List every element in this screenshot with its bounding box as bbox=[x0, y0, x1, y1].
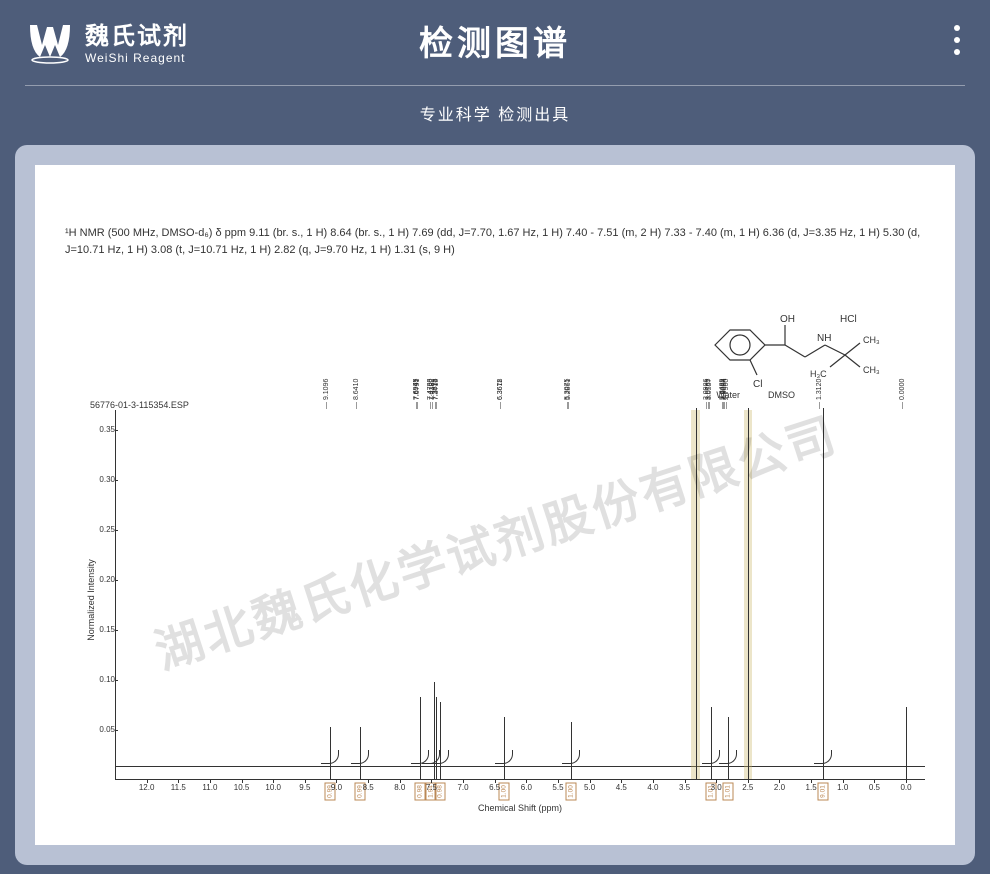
x-tick: 3.0 bbox=[711, 783, 722, 792]
peak-label: — 5.2861 bbox=[565, 379, 572, 409]
y-tick: 0.15 bbox=[85, 625, 115, 634]
x-axis-label: Chemical Shift (ppm) bbox=[478, 803, 562, 813]
integral-curve bbox=[702, 750, 720, 764]
integral-curve bbox=[562, 750, 580, 764]
peak-label: — 3.0557 bbox=[706, 379, 713, 409]
spectrum-card: ¹H NMR (500 MHz, DMSO-d₆) δ ppm 9.11 (br… bbox=[15, 145, 975, 865]
nmr-peak bbox=[440, 702, 441, 779]
x-tick: 8.0 bbox=[394, 783, 405, 792]
spectrum-inner: ¹H NMR (500 MHz, DMSO-d₆) δ ppm 9.11 (br… bbox=[35, 165, 955, 845]
x-tick: 5.5 bbox=[552, 783, 563, 792]
peak-label: — 2.7900 bbox=[723, 379, 730, 409]
x-axis: 12.0 11.5 11.0 10.5 10.0 9.5 9.0 8.5 8.0… bbox=[115, 780, 925, 815]
x-tick: 11.0 bbox=[202, 783, 217, 792]
baseline bbox=[116, 766, 925, 767]
svg-text:OH: OH bbox=[780, 314, 795, 325]
x-tick: 9.0 bbox=[331, 783, 342, 792]
brand: 魏氏试剂 WeiShi Reagent bbox=[85, 16, 189, 65]
divider bbox=[25, 85, 965, 86]
x-tick: 10.0 bbox=[265, 783, 281, 792]
x-tick: 1.0 bbox=[837, 783, 848, 792]
x-tick: 2.0 bbox=[774, 783, 785, 792]
y-tick: 0.25 bbox=[85, 525, 115, 534]
brand-cn: 魏氏试剂 bbox=[85, 16, 189, 51]
nmr-peak bbox=[436, 697, 437, 779]
x-tick: 9.5 bbox=[299, 783, 310, 792]
nmr-description: ¹H NMR (500 MHz, DMSO-d₆) δ ppm 9.11 (br… bbox=[65, 225, 925, 258]
peak-label: — 8.6410 bbox=[353, 379, 360, 409]
svg-text:HCl: HCl bbox=[840, 314, 857, 325]
x-tick: 6.0 bbox=[521, 783, 532, 792]
nmr-chart: Normalized Intensity 0.05 0.10 0.15 0.20… bbox=[80, 410, 925, 815]
peak-label: — 0.0000 bbox=[899, 379, 906, 409]
x-tick: 12.0 bbox=[139, 783, 155, 792]
svg-text:NH: NH bbox=[817, 333, 831, 344]
integral-curve bbox=[351, 750, 369, 764]
nmr-peak bbox=[711, 707, 712, 779]
x-tick: 5.0 bbox=[584, 783, 595, 792]
nmr-peak bbox=[823, 408, 824, 779]
integral-curve bbox=[321, 750, 339, 764]
y-tick: 0.30 bbox=[85, 475, 115, 484]
x-tick: 0.5 bbox=[869, 783, 880, 792]
x-tick: 8.5 bbox=[363, 783, 374, 792]
x-tick: 3.5 bbox=[679, 783, 690, 792]
y-tick: 0.05 bbox=[85, 725, 115, 734]
nmr-peak bbox=[748, 408, 749, 779]
subtitle: 专业科学 检测出具 bbox=[0, 101, 990, 125]
x-tick: 11.5 bbox=[171, 783, 186, 792]
nmr-peak bbox=[906, 707, 907, 779]
y-tick: 0.35 bbox=[85, 425, 115, 434]
x-tick: 0.0 bbox=[900, 783, 911, 792]
peak-label: — 9.1096 bbox=[323, 379, 330, 409]
sample-id: 56776-01-3-115354.ESP bbox=[90, 400, 189, 410]
logo-icon bbox=[25, 15, 75, 65]
x-tick: 10.5 bbox=[234, 783, 250, 792]
svg-text:CH₃: CH₃ bbox=[863, 365, 880, 375]
integral-curve bbox=[495, 750, 513, 764]
nmr-peak bbox=[696, 408, 697, 779]
logo-area: 魏氏试剂 WeiShi Reagent bbox=[25, 15, 189, 65]
x-tick: 1.5 bbox=[806, 783, 817, 792]
peak-label: — 7.6791 bbox=[414, 379, 421, 409]
nmr-peak bbox=[728, 717, 729, 779]
svg-text:CH₃: CH₃ bbox=[863, 335, 880, 345]
x-tick: 7.0 bbox=[457, 783, 468, 792]
x-tick: 2.5 bbox=[742, 783, 753, 792]
header: 魏氏试剂 WeiShi Reagent 检测图谱 bbox=[0, 0, 990, 80]
svg-text:H₃C: H₃C bbox=[810, 369, 827, 379]
nmr-peak bbox=[434, 682, 435, 779]
x-tick: 7.5 bbox=[426, 783, 437, 792]
peak-label: — 1.3120 bbox=[816, 379, 823, 409]
x-tick: 6.5 bbox=[489, 783, 500, 792]
y-tick: 0.20 bbox=[85, 575, 115, 584]
y-tick: 0.10 bbox=[85, 675, 115, 684]
plot-area: — 9.1096— 8.6410— 7.6979— 7.6945— 7.6791… bbox=[115, 410, 925, 780]
integral-curve bbox=[719, 750, 737, 764]
peak-label: — 6.3611 bbox=[497, 379, 504, 409]
nmr-peak bbox=[420, 697, 421, 779]
menu-dots-icon[interactable] bbox=[954, 25, 960, 55]
brand-en: WeiShi Reagent bbox=[85, 51, 189, 65]
page-title: 检测图谱 bbox=[419, 16, 571, 65]
x-tick: 4.0 bbox=[647, 783, 658, 792]
integral-curve bbox=[814, 750, 832, 764]
svg-text:Cl: Cl bbox=[753, 379, 762, 390]
integral-curve bbox=[431, 750, 449, 764]
peak-label: — 7.3719 bbox=[433, 379, 440, 409]
nmr-peak bbox=[504, 717, 505, 779]
x-tick: 4.5 bbox=[616, 783, 627, 792]
y-axis: Normalized Intensity 0.05 0.10 0.15 0.20… bbox=[80, 410, 115, 780]
